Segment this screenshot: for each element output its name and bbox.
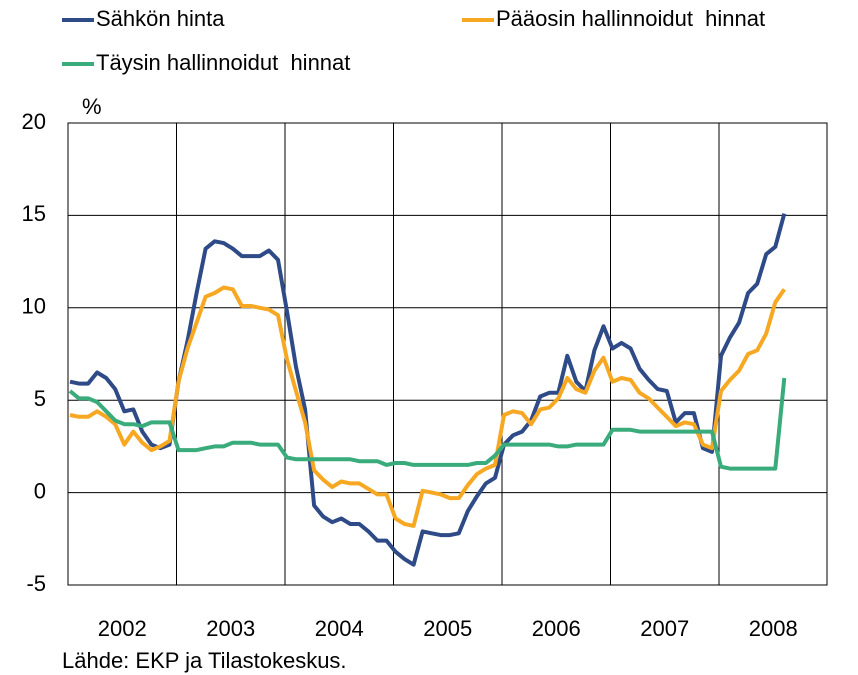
x-tick-label: 2002 — [98, 616, 147, 641]
source: Lähde: EKP ja Tilastokeskus. — [62, 648, 347, 673]
y-tick-label: 15 — [22, 201, 46, 226]
y-tick-label: -5 — [26, 571, 46, 596]
x-tick-label: 2006 — [532, 616, 581, 641]
y-tick-label: 5 — [34, 386, 46, 411]
series-line — [69, 285, 786, 528]
y-tick-label: 10 — [22, 294, 46, 319]
legend-label: Sähkön hinta — [96, 6, 225, 31]
x-tick-label: 2003 — [206, 616, 255, 641]
legend-label: Täysin hallinnoidut hinnat — [96, 50, 350, 75]
x-tick-label: 2007 — [640, 616, 689, 641]
x-tick-label: 2004 — [315, 616, 364, 641]
legend-label: Pääosin hallinnoidut hinnat — [496, 6, 765, 31]
y-tick-label: 20 — [22, 109, 46, 134]
x-tick-label: 2008 — [749, 616, 798, 641]
series-line — [68, 377, 787, 471]
x-tick-label: 2005 — [423, 616, 472, 641]
y-tick-label: 0 — [34, 478, 46, 503]
plot-frame — [67, 122, 828, 586]
y-unit: % — [82, 94, 102, 119]
series-line — [69, 213, 787, 567]
